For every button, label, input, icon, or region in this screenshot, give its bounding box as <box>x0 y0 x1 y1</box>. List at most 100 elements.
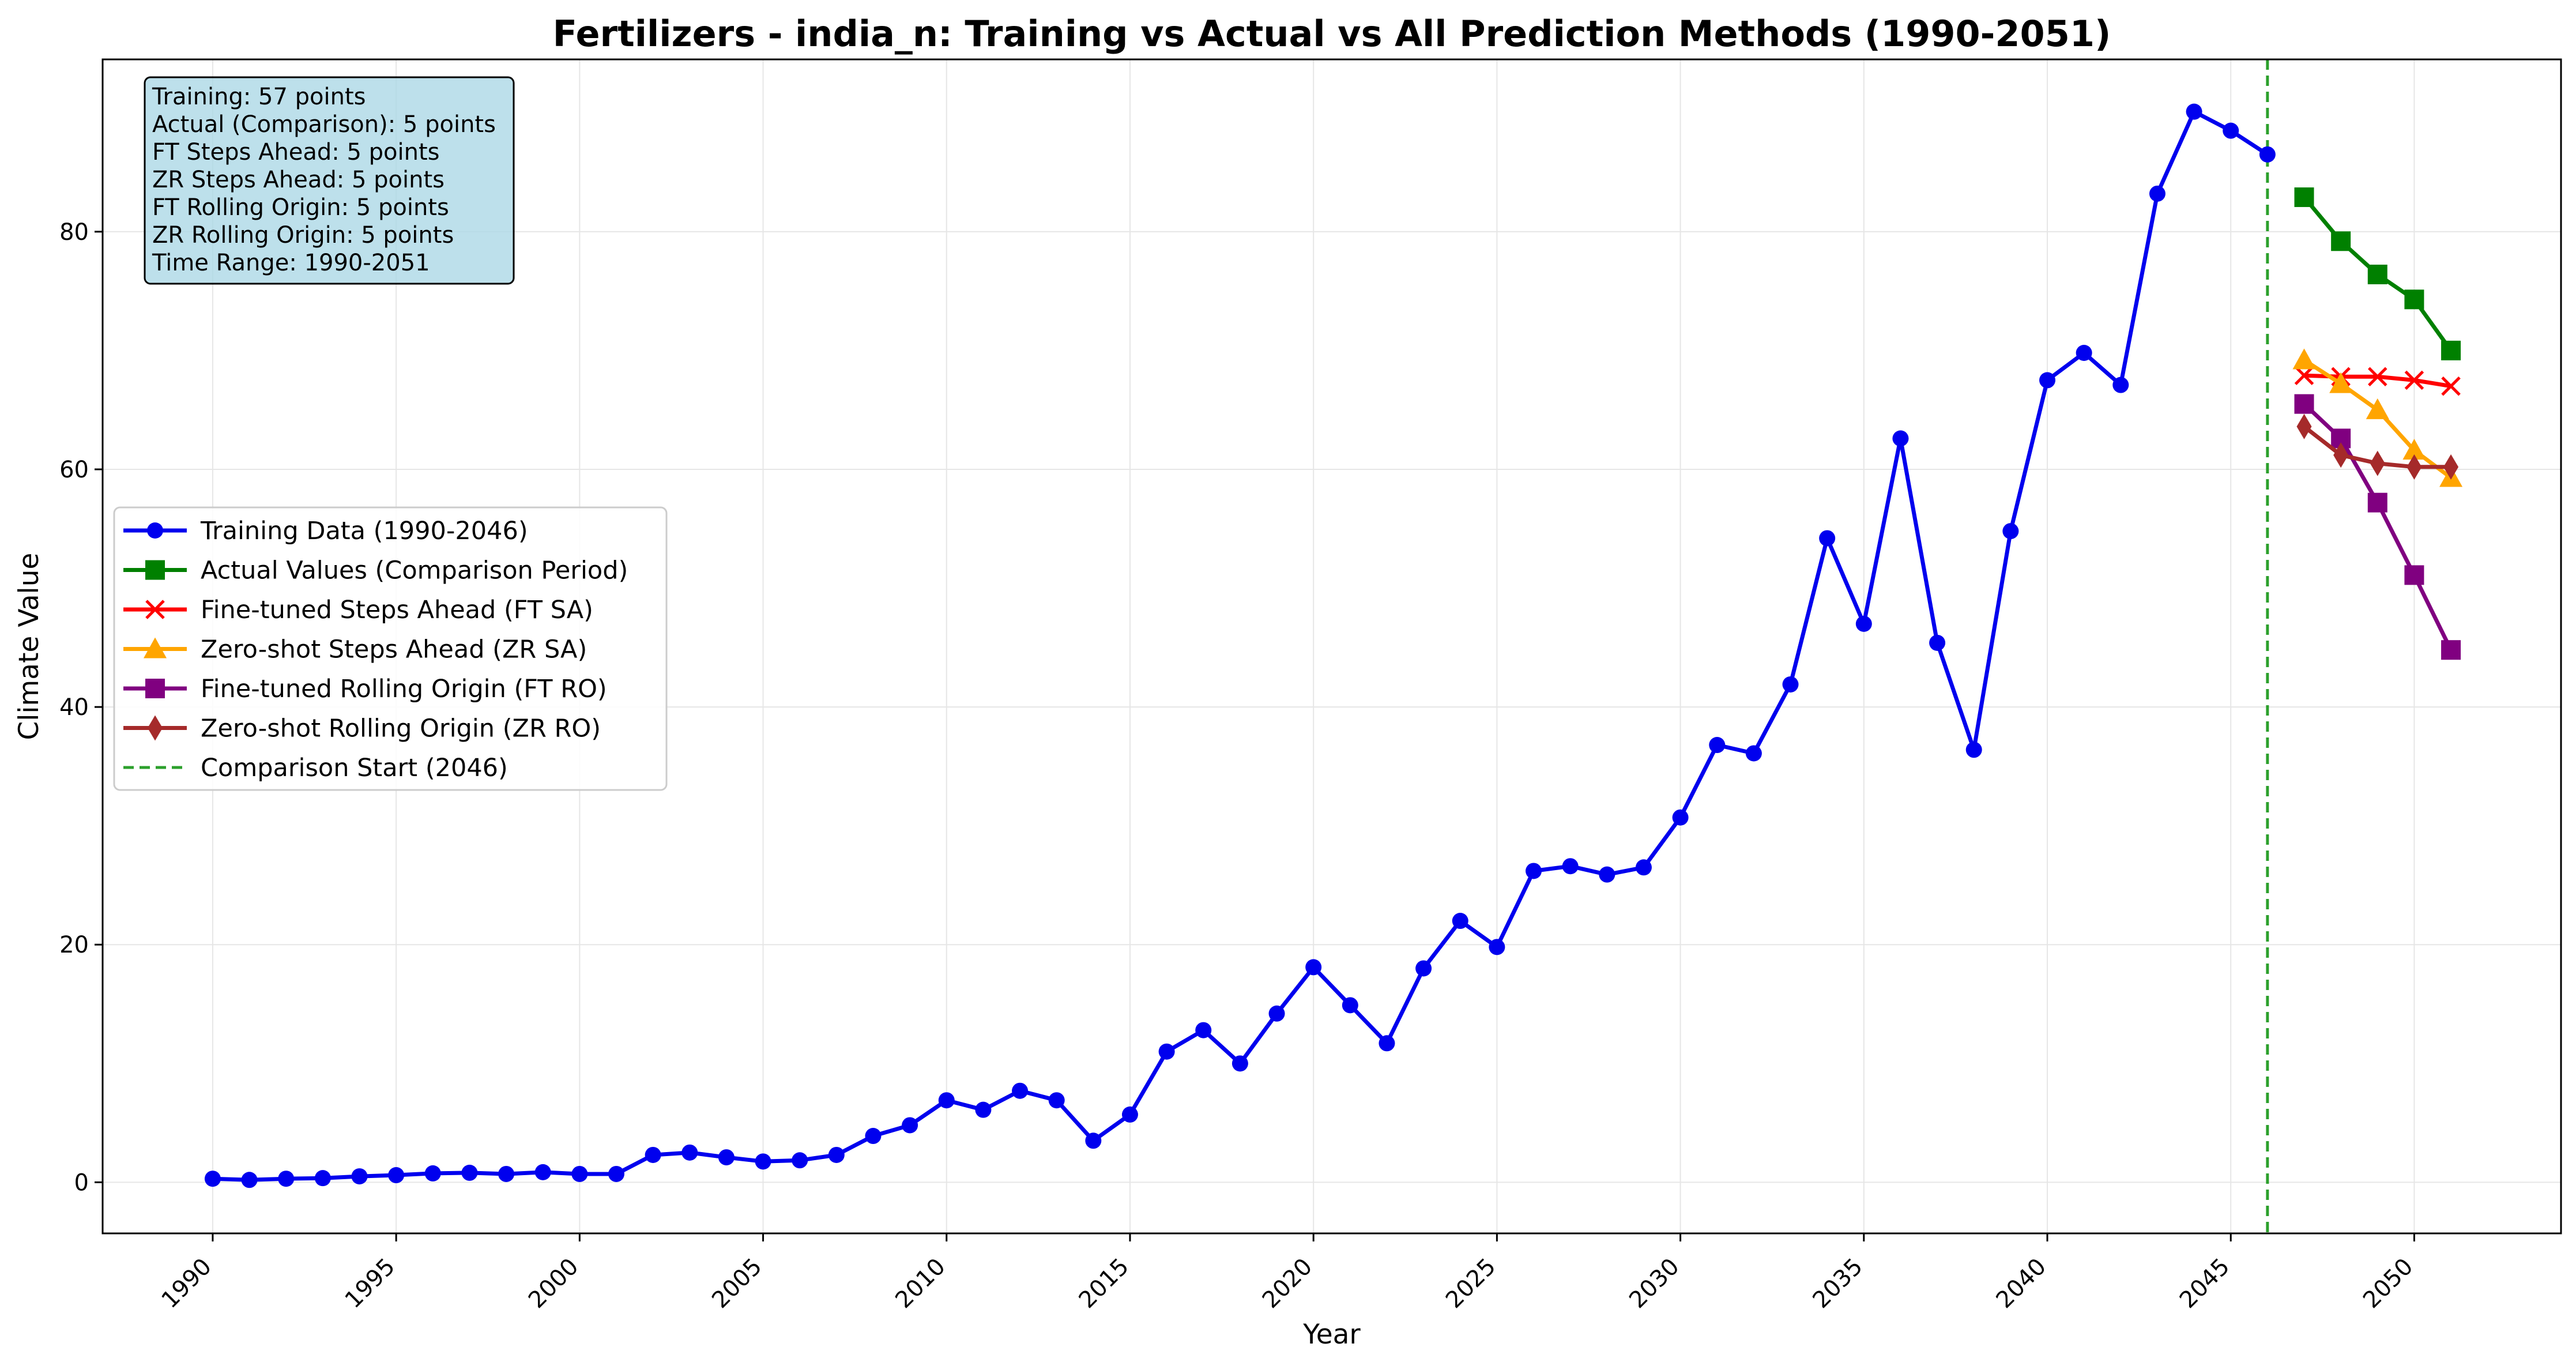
data-point <box>2406 454 2422 480</box>
info-box-line: ZR Rolling Origin: 5 points <box>152 222 454 249</box>
data-point <box>1121 1106 1138 1123</box>
data-point <box>2441 340 2461 360</box>
legend-label: Fine-tuned Rolling Origin (FT RO) <box>201 675 607 703</box>
data-point <box>571 1165 588 1182</box>
data-point <box>1782 676 1799 693</box>
info-box-line: Time Range: 1990-2051 <box>152 250 430 276</box>
data-point <box>2149 185 2166 202</box>
y-axis-label: Climate Value <box>13 553 45 740</box>
data-point <box>1158 1043 1175 1060</box>
legend-item: Actual Values (Comparison Period) <box>123 556 628 585</box>
data-point <box>2329 372 2353 393</box>
data-point <box>938 1092 955 1109</box>
data-point <box>865 1128 882 1145</box>
data-point <box>2366 398 2389 419</box>
data-point <box>2404 370 2424 390</box>
legend-swatch-marker <box>145 560 165 580</box>
data-point <box>2076 345 2092 361</box>
data-point <box>2002 523 2019 540</box>
legend-label: Actual Values (Comparison Period) <box>201 556 628 585</box>
data-point <box>534 1164 551 1180</box>
series-1 <box>2294 187 2461 360</box>
data-point <box>1709 737 1726 754</box>
data-point <box>645 1146 661 1163</box>
data-point <box>2294 366 2314 385</box>
legend-swatch-marker <box>148 715 163 741</box>
data-point <box>2259 146 2276 163</box>
data-point <box>1599 866 1615 883</box>
data-point <box>204 1171 221 1187</box>
y-tick-label: 80 <box>59 219 89 246</box>
data-point <box>608 1165 624 1182</box>
legend-item: Fine-tuned Steps Ahead (FT SA) <box>123 596 593 624</box>
legend: Training Data (1990-2046) Actual Values (… <box>113 506 668 791</box>
data-point <box>1012 1082 1029 1099</box>
legend-item: Comparison Start (2046) <box>123 754 508 782</box>
data-point <box>2333 442 2349 468</box>
data-point <box>1819 530 1836 547</box>
data-point <box>975 1101 992 1118</box>
y-tick-label: 40 <box>59 694 89 721</box>
data-point <box>351 1168 368 1185</box>
legend-swatch-marker <box>145 679 165 698</box>
data-point <box>1048 1092 1065 1109</box>
legend-label: Training Data (1990-2046) <box>200 517 528 545</box>
data-point <box>2441 640 2461 660</box>
data-point <box>1342 997 1358 1014</box>
data-point <box>1672 809 1689 826</box>
y-tick-label: 60 <box>59 457 89 483</box>
data-point <box>2294 187 2314 208</box>
legend-item: Fine-tuned Rolling Origin (FT RO) <box>123 675 607 703</box>
legend-frame <box>113 506 668 791</box>
data-point <box>1929 634 1946 651</box>
data-point <box>2443 454 2459 480</box>
info-box-line: FT Rolling Origin: 5 points <box>152 194 449 221</box>
legend-label: Fine-tuned Steps Ahead (FT SA) <box>201 596 593 624</box>
legend-item: Training Data (1990-2046) <box>123 517 528 545</box>
data-point <box>2112 377 2129 393</box>
data-point <box>718 1149 735 1166</box>
data-point <box>461 1164 478 1181</box>
data-point <box>1855 615 1872 632</box>
data-point <box>2296 413 2312 439</box>
data-point <box>1452 913 1468 930</box>
data-point <box>1195 1022 1212 1038</box>
legend-swatch-marker <box>145 600 165 619</box>
data-point <box>241 1172 258 1188</box>
data-point <box>2368 367 2387 386</box>
data-point <box>1489 939 1505 955</box>
legend-swatch-marker <box>147 522 163 539</box>
legend-item: Zero-shot Rolling Origin (ZR RO) <box>123 714 601 743</box>
data-point <box>1635 859 1652 876</box>
data-point <box>902 1117 918 1134</box>
data-point <box>498 1165 515 1182</box>
data-point <box>2367 492 2387 513</box>
data-point <box>1231 1055 1248 1072</box>
data-point <box>424 1165 441 1181</box>
info-box-line: Actual (Comparison): 5 points <box>152 111 496 138</box>
data-point <box>755 1153 771 1170</box>
data-point <box>1965 742 1982 758</box>
data-point <box>1415 960 1432 977</box>
series-5 <box>2296 413 2459 480</box>
data-point <box>2441 376 2461 396</box>
plot-area <box>101 58 2562 1235</box>
data-point <box>2370 450 2385 476</box>
series-layer <box>204 103 2463 1188</box>
data-point <box>1562 858 1579 875</box>
data-point <box>1305 959 1322 976</box>
data-point <box>1085 1132 1102 1149</box>
y-tick-label: 20 <box>59 932 89 958</box>
data-point <box>1526 863 1542 879</box>
data-point <box>2186 103 2202 120</box>
data-point <box>792 1152 808 1169</box>
data-point <box>388 1167 405 1184</box>
data-point <box>2404 565 2424 585</box>
data-point <box>681 1144 698 1161</box>
legend-item: Zero-shot Steps Ahead (ZR SA) <box>123 635 587 664</box>
legend-swatch-marker <box>144 637 167 658</box>
series-4 <box>2294 394 2461 660</box>
data-point <box>1745 745 1762 762</box>
series-0 <box>204 103 2276 1188</box>
